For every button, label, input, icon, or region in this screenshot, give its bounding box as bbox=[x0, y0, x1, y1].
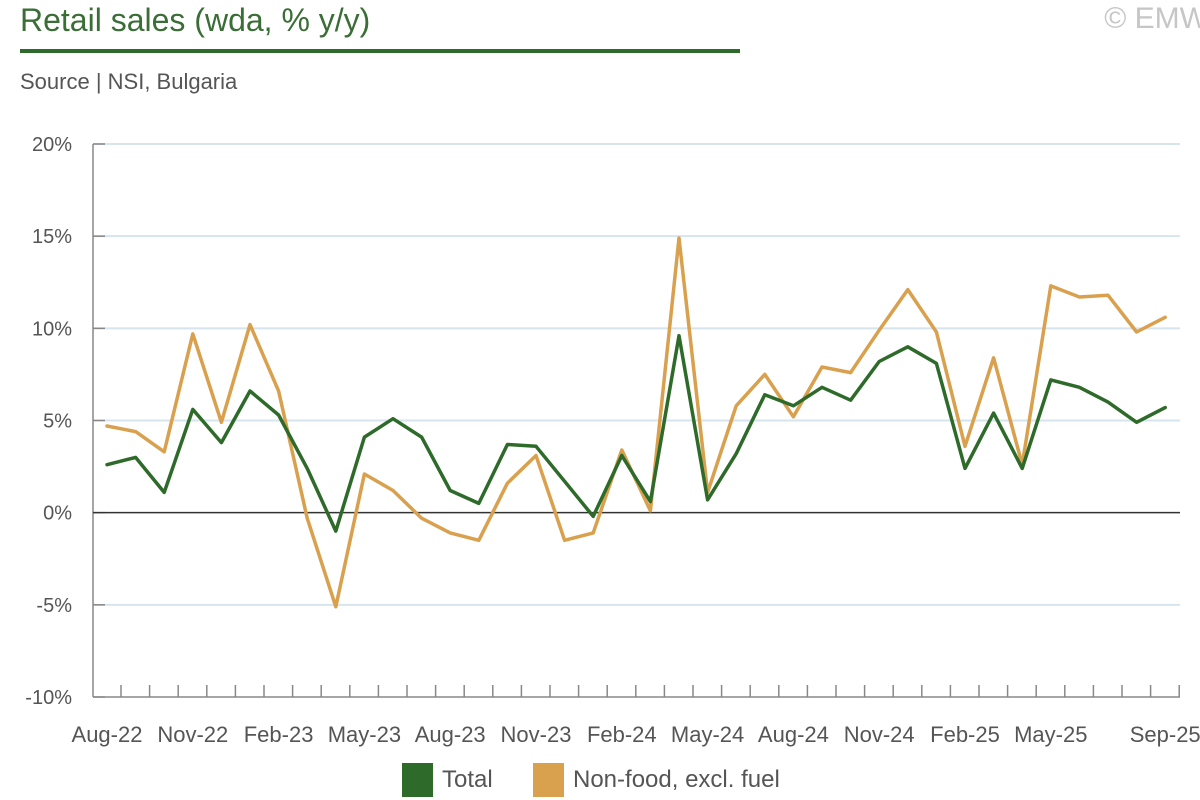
series-line-nonfood bbox=[105, 236, 1167, 609]
y-tick-label: 10% bbox=[32, 318, 72, 340]
x-tick-label: May-25 bbox=[1014, 722, 1087, 747]
x-tick-label: Feb-24 bbox=[587, 722, 657, 747]
x-tick-label: May-24 bbox=[671, 722, 744, 747]
legend-swatch-nonfood bbox=[533, 763, 564, 797]
line-chart: -10% -5% 0% 5% 10% 15% 20% Aug-22 Nov-22 Feb-23 Ma… bbox=[25, 134, 1200, 747]
y-tick-label: 15% bbox=[32, 226, 72, 248]
x-tick-label: Sep-25 bbox=[1130, 722, 1200, 747]
title-underline bbox=[20, 49, 740, 53]
legend: Total Non-food, excl. fuel bbox=[0, 762, 1200, 798]
legend-swatch-total bbox=[402, 763, 433, 797]
x-tick-label: Nov-24 bbox=[844, 722, 915, 747]
y-tick-label: -5% bbox=[36, 595, 72, 617]
x-tick-label: Aug-22 bbox=[72, 722, 143, 747]
legend-item-nonfood: Non-food, excl. fuel bbox=[533, 762, 780, 798]
x-tick-label: Feb-23 bbox=[244, 722, 314, 747]
y-tick-label: 5% bbox=[43, 411, 72, 433]
y-tick-label: 20% bbox=[32, 134, 72, 156]
chart-title: Retail sales (wda, % y/y) bbox=[20, 2, 371, 38]
x-tick-label: Nov-23 bbox=[501, 722, 572, 747]
x-tick-label: Nov-22 bbox=[157, 722, 228, 747]
x-tick-label: Aug-24 bbox=[758, 722, 829, 747]
copyright-label: © EMW bbox=[1104, 2, 1200, 35]
series-line-total bbox=[105, 333, 1167, 533]
y-tick-label: 0% bbox=[43, 503, 72, 525]
x-tick-label: Feb-25 bbox=[930, 722, 1000, 747]
x-tick-label: May-23 bbox=[328, 722, 401, 747]
y-tick-label: -10% bbox=[25, 687, 72, 709]
chart-source: Source | NSI, Bulgaria bbox=[20, 69, 238, 94]
legend-item-total: Total bbox=[402, 762, 493, 798]
legend-label-total: Total bbox=[442, 766, 493, 793]
legend-label-nonfood: Non-food, excl. fuel bbox=[573, 766, 780, 793]
x-tick-label: Aug-23 bbox=[415, 722, 486, 747]
